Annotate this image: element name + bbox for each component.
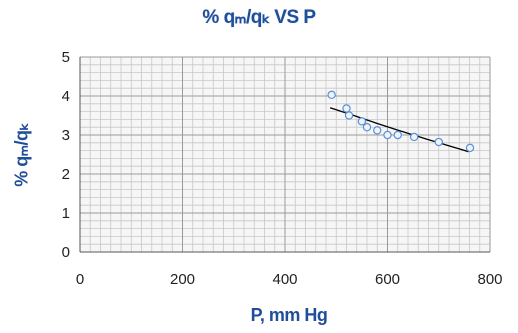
y-axis-label-text: % qₘ/qₖ (11, 123, 32, 187)
x-tick-label: 400 (272, 271, 297, 288)
data-point (357, 117, 367, 126)
data-point (344, 111, 354, 120)
data-point (409, 132, 419, 142)
x-tick-label: 0 (76, 271, 84, 288)
data-point (434, 137, 443, 147)
y-tick-label: 2 (62, 166, 70, 183)
x-tick-label: 800 (477, 271, 502, 288)
x-tick-label: 600 (375, 271, 400, 288)
data-point (362, 122, 372, 132)
x-tick-label: 200 (170, 271, 195, 288)
data-point (342, 104, 351, 113)
y-tick-label: 4 (62, 88, 70, 105)
x-axis-label: P, mm Hg (250, 305, 328, 325)
data-point (373, 126, 382, 135)
data-point (465, 143, 475, 153)
data-point (327, 90, 336, 100)
y-tick-label: 5 (62, 49, 70, 66)
y-tick-label: 3 (62, 127, 70, 144)
data-point (393, 130, 402, 140)
data-point (383, 130, 392, 140)
chart-title: % qₘ/qₖ VS P (202, 7, 316, 28)
y-tick-label: 1 (62, 205, 70, 222)
y-tick-label: 0 (62, 244, 70, 261)
